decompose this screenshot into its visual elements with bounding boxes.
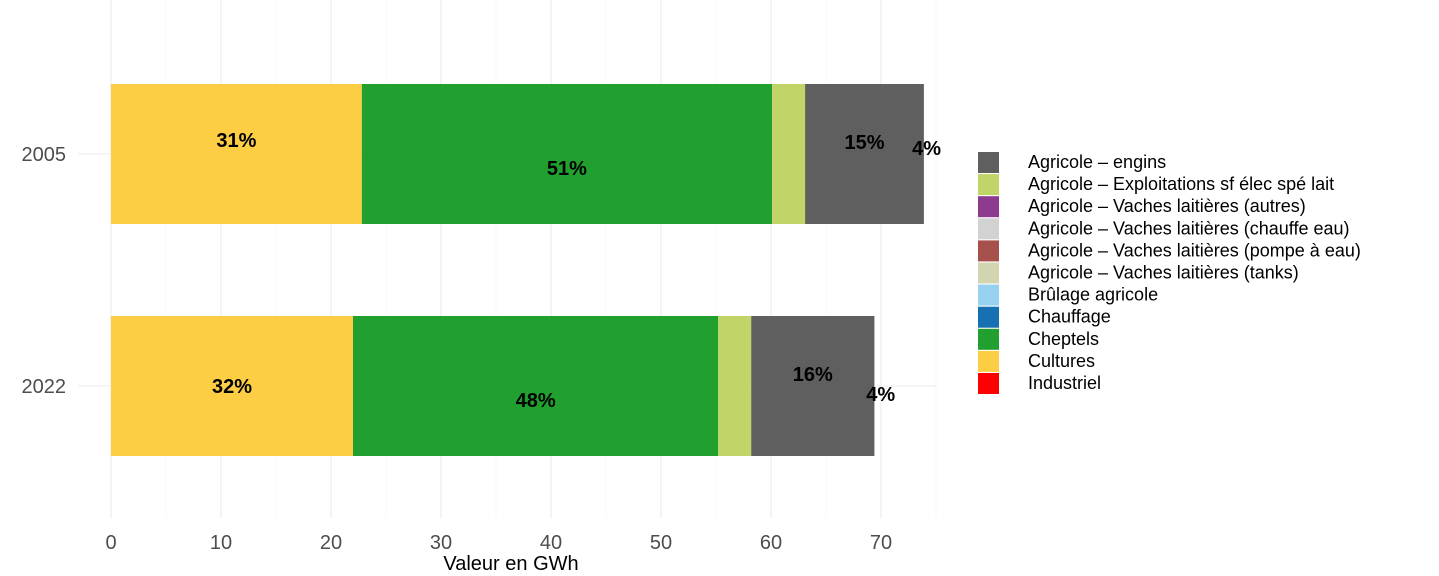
x-tick-label: 30 <box>430 532 452 554</box>
legend-label: Industriel <box>1028 373 1101 393</box>
segment-percent-label: 32% <box>212 376 252 398</box>
legend-key <box>978 196 999 218</box>
bar-segment <box>772 84 806 224</box>
x-tick-label: 50 <box>650 532 672 554</box>
bar-segment <box>111 84 362 224</box>
legend-key <box>978 350 999 372</box>
segment-percent-label: 4% <box>912 138 941 160</box>
legend-key <box>978 240 999 262</box>
bar-segment <box>111 316 353 456</box>
segment-percent-label: 48% <box>516 390 556 412</box>
x-axis: 0 10 20 30 40 50 60 70 <box>105 532 892 554</box>
bars <box>111 84 924 456</box>
bar-segment <box>353 316 719 456</box>
segment-percent-label: 51% <box>547 158 587 180</box>
legend-key <box>978 262 999 284</box>
legend-label: Brûlage agricole <box>1028 285 1158 305</box>
y-axis: 2005 2022 <box>22 144 67 398</box>
x-tick-label: 20 <box>320 532 342 554</box>
y-tick-label: 2005 <box>22 144 67 166</box>
y-tick-label: 2022 <box>22 376 67 398</box>
legend-label: Chauffage <box>1028 307 1111 327</box>
segment-percent-label: 16% <box>793 364 833 386</box>
bar-segment <box>718 316 752 456</box>
segment-labels: 31% 51% 4% 15% 32% 48% 4% 16% <box>212 130 941 412</box>
legend-label: Agricole – Exploitations sf élec spé lai… <box>1028 174 1334 194</box>
legend-label: Agricole – Vaches laitières (pompe à eau… <box>1028 240 1361 260</box>
x-tick-label: 10 <box>210 532 232 554</box>
legend-key <box>978 218 999 240</box>
legend-label: Agricole – engins <box>1028 152 1166 172</box>
x-tick-label: 60 <box>760 532 782 554</box>
legend-key <box>978 284 999 306</box>
legend-key <box>978 152 999 173</box>
legend-label: Agricole – Vaches laitières (tanks) <box>1028 263 1299 283</box>
bar-segment <box>751 316 875 456</box>
legend-key <box>978 174 999 196</box>
legend-label: Agricole – Vaches laitières (chauffe eau… <box>1028 218 1350 238</box>
x-axis-title: Valeur en GWh <box>443 553 578 575</box>
legend-label: Agricole – Vaches laitières (autres) <box>1028 196 1306 216</box>
segment-percent-label: 31% <box>216 130 256 152</box>
legend-key <box>978 306 999 328</box>
legend-key <box>978 328 999 350</box>
x-tick-label: 0 <box>105 532 116 554</box>
legend-label: Cultures <box>1028 351 1095 371</box>
legend-label: Cheptels <box>1028 329 1099 349</box>
bar-segment <box>805 84 924 224</box>
segment-percent-label: 15% <box>844 132 884 154</box>
bar-segment <box>361 84 773 224</box>
segment-percent-label: 4% <box>866 384 895 406</box>
x-tick-label: 70 <box>870 532 892 554</box>
x-tick-label: 40 <box>540 532 562 554</box>
legend-key <box>978 373 999 394</box>
